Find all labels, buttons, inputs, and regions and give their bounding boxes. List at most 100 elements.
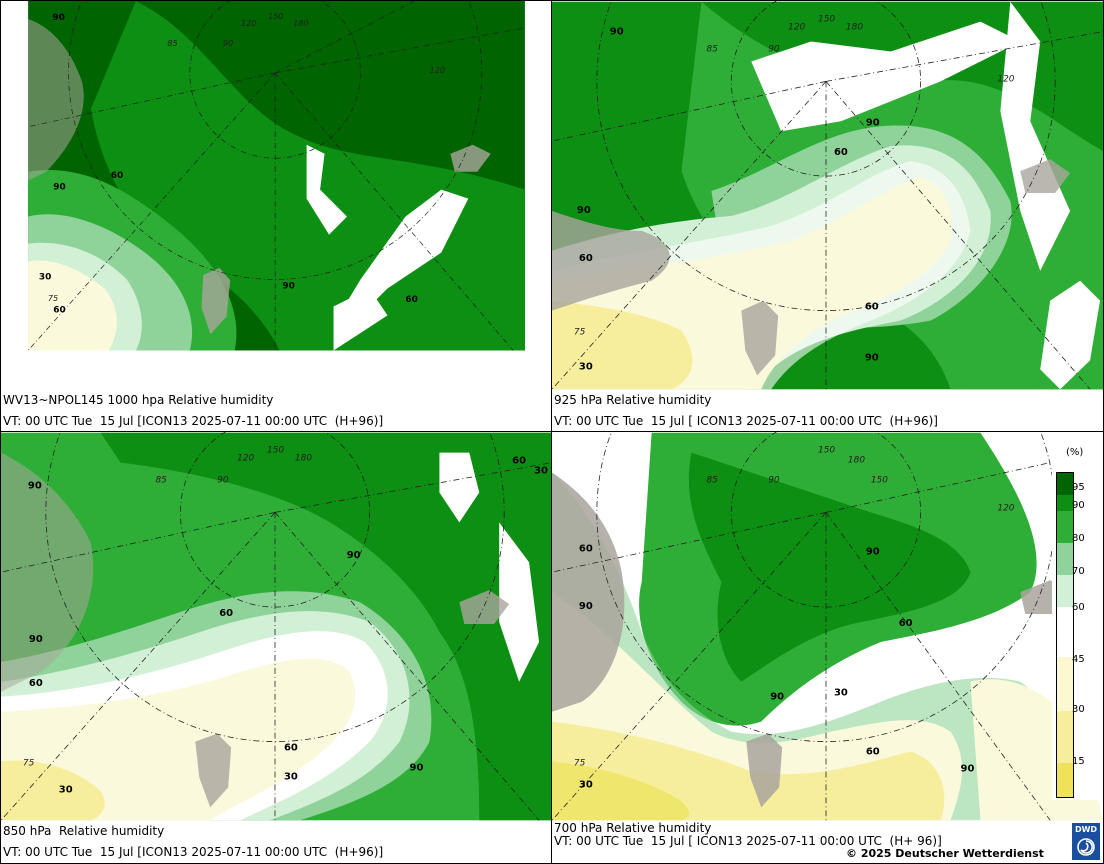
contour-label: 90 [28, 481, 42, 492]
longitude-label: 120 [241, 18, 256, 28]
copyright-notice: © 2025 Deutscher Wetterdienst [846, 847, 1044, 860]
contour-label: 60 [29, 678, 43, 689]
longitude-label: 150 [818, 446, 835, 456]
dwd-logo: DWD [1072, 823, 1100, 860]
humidity-band-90 [100, 432, 552, 821]
map-700hpa: 90 150 180 150 120 85 75 60 90 90 60 90 … [552, 432, 1103, 821]
meridian [274, 512, 540, 821]
contour-label: 90 [865, 352, 879, 363]
saturated-area [439, 452, 540, 682]
latitude-label: 75 [574, 758, 586, 768]
contour-label: 90 [770, 692, 784, 703]
land-greenland [1, 452, 94, 692]
saturated-area [751, 1, 1101, 390]
contour-label: 30 [534, 466, 548, 477]
contour-label: 30 [579, 779, 593, 790]
latitude-label: 85 [155, 476, 167, 486]
humidity-band-0-15 [552, 761, 690, 821]
legend-tick-60: 60 [1072, 602, 1085, 613]
panel-700hpa: 90 150 180 150 120 85 75 60 90 90 60 90 … [551, 431, 1104, 864]
contour-label: 30 [59, 784, 73, 795]
panel-title: 850 hPa Relative humidity [3, 824, 165, 838]
latitude-label: 75 [48, 293, 58, 303]
colorbar-band-70-80 [1057, 543, 1073, 575]
saturated-area [306, 144, 469, 351]
land-franz-josef [1020, 159, 1071, 194]
land-svalbard [195, 733, 232, 808]
legend-tick-95: 95 [1072, 482, 1085, 493]
colorbar-band-0-15 [1057, 763, 1073, 797]
colorbar-band-80-90 [1057, 511, 1073, 543]
meridian [552, 81, 827, 142]
legend-tick-90: 90 [1072, 500, 1085, 511]
valid-time: VT: 00 UTC Tue 15 Jul [ ICON13 2025-07-1… [554, 834, 942, 848]
meridian [28, 72, 276, 128]
contour-label: 90 [410, 762, 424, 773]
colorbar-band-60-70 [1057, 575, 1073, 607]
contour-label: 60 [899, 618, 913, 629]
meridian [552, 512, 827, 821]
meridian [825, 512, 1051, 821]
contour-label: 30 [39, 272, 51, 282]
contour-label: 60 [53, 306, 65, 316]
humidity-band-15-30 [552, 300, 693, 390]
contour-label: 30 [834, 688, 848, 699]
map-925hpa: 90 120 150 180 120 85 75 90 90 60 90 60 … [552, 1, 1103, 390]
contour-label: 90 [577, 205, 591, 216]
longitude-label: 90 [223, 38, 233, 48]
longitude-label: 180 [293, 18, 308, 28]
contour-label: 90 [961, 763, 975, 774]
longitude-label: 120 [430, 65, 445, 75]
colorbar-band-30-45 [1057, 657, 1073, 711]
land-svalbard [746, 733, 783, 808]
contour-label: 60 [834, 147, 848, 158]
contour-label: 90 [53, 183, 65, 193]
colorbar-band-45-60 [1057, 607, 1073, 657]
latitude-circle [596, 1, 1056, 311]
meridian [27, 72, 276, 351]
humidity-band-90 [688, 452, 971, 682]
longitude-label: 120 [997, 74, 1014, 84]
contour-label: 90 [282, 281, 294, 291]
map-1000hpa: 90 120 150 180 120 85 75 90 60 90 30 60 … [27, 1, 525, 351]
colorbar [1056, 472, 1074, 798]
meridian [552, 512, 827, 573]
land-greenland [552, 210, 670, 311]
meridian [274, 462, 552, 513]
longitude-label: 120 [788, 23, 805, 33]
contour-label: 60 [219, 608, 233, 619]
latitude-circle [68, 1, 483, 280]
longitude-label: 180 [295, 454, 312, 464]
contour-label: 30 [284, 771, 298, 782]
contour-label: 90 [52, 13, 64, 23]
contour-label: 60 [865, 302, 879, 313]
longitude-label: 180 [848, 456, 865, 466]
colorbar-band-95-100 [1057, 473, 1073, 495]
latitude-circle [45, 432, 505, 742]
contour-label: 90 [347, 550, 361, 561]
colorbar-legend: (%) 95 90 80 70 60 45 30 15 [1052, 436, 1102, 800]
land-svalbard [201, 267, 231, 335]
dry-area [1, 658, 356, 821]
contour-label: 60 [579, 253, 593, 264]
meridian [825, 31, 1103, 82]
contour-label: 30 [579, 361, 593, 372]
panel-1000hpa: 90 120 150 180 120 85 75 90 60 90 30 60 … [0, 0, 553, 433]
latitude-label: 85 [706, 45, 718, 55]
legend-tick-80: 80 [1072, 533, 1085, 544]
land-franz-josef [459, 590, 510, 625]
latitude-label: 85 [706, 476, 718, 486]
meridian [1, 512, 276, 821]
colorbar-band-90-95 [1057, 495, 1073, 511]
land-svalbard [741, 300, 779, 376]
meridian [274, 72, 514, 351]
contour-label: 60 [579, 543, 593, 554]
contour-label: 90 [29, 634, 43, 645]
contour-label: 90 [579, 601, 593, 612]
latitude-label: 75 [574, 327, 586, 337]
meridian [275, 27, 525, 74]
longitude-label: 180 [846, 23, 863, 33]
contour-label: 90 [610, 27, 624, 38]
contour-label: 60 [284, 743, 298, 754]
longitude-label: 90 [768, 476, 780, 486]
